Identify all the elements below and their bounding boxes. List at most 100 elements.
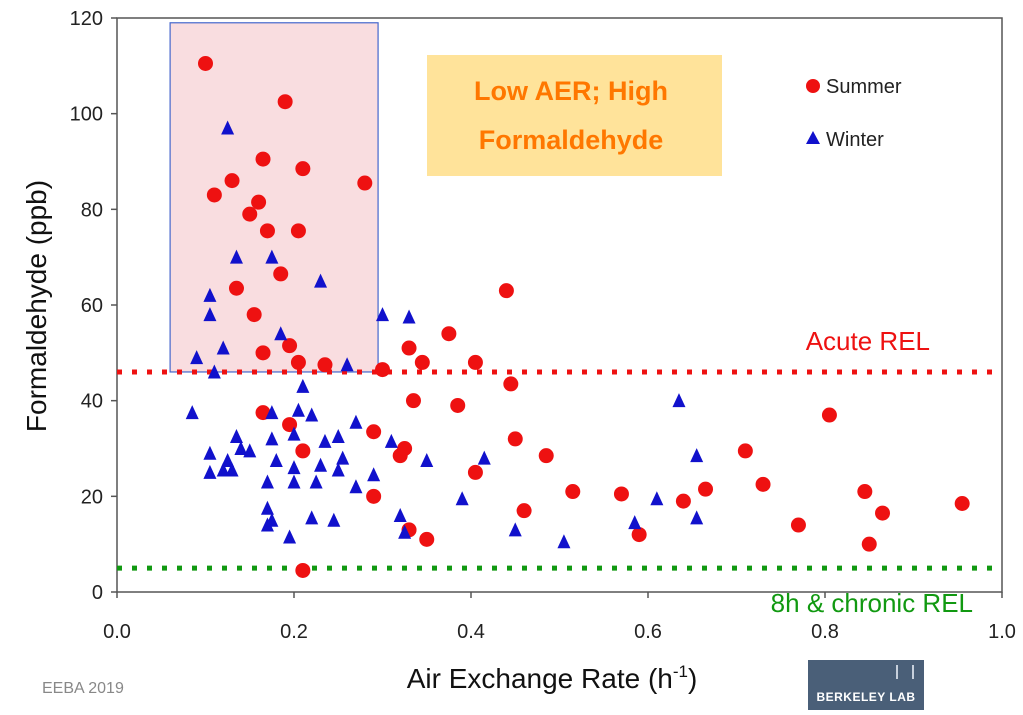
- logo-mark-icon: [896, 665, 914, 679]
- point-winter: [340, 357, 354, 372]
- point-summer: [450, 397, 466, 413]
- point-winter: [274, 326, 288, 341]
- point-summer: [228, 280, 244, 296]
- point-winter: [331, 429, 345, 444]
- x-tick-label: 0.0: [103, 621, 131, 643]
- point-summer: [290, 223, 306, 239]
- legend-winter-label: Winter: [826, 129, 884, 151]
- legend-summer-marker: [806, 79, 820, 93]
- point-summer: [366, 424, 382, 440]
- point-summer: [242, 206, 258, 222]
- point-winter: [216, 340, 230, 355]
- y-axis-title: Formaldehyde (ppb): [21, 180, 52, 432]
- point-winter: [672, 393, 686, 408]
- point-summer: [467, 464, 483, 480]
- tick-labels: 0 20 40 60 80 100 120 0.0 0.2 0.4 0.6 0.8 1.0: [70, 8, 1016, 643]
- y-tick-label: 60: [81, 295, 103, 317]
- point-winter: [203, 445, 217, 460]
- point-winter: [477, 450, 491, 465]
- point-winter: [331, 462, 345, 477]
- point-winter: [336, 450, 350, 465]
- x-tick-label: 0.6: [634, 621, 662, 643]
- point-summer: [790, 517, 806, 533]
- point-winter: [269, 452, 283, 467]
- highlight-region-layer: [169, 22, 379, 373]
- point-winter: [229, 429, 243, 444]
- acute-rel-label: Acute REL: [806, 326, 930, 356]
- point-summer: [467, 354, 483, 370]
- legend: Summer Winter: [806, 76, 902, 151]
- point-summer: [405, 393, 421, 409]
- point-winter: [265, 512, 279, 527]
- point-summer: [401, 340, 417, 356]
- point-winter: [243, 443, 257, 458]
- callout-line-2: Formaldehyde: [479, 125, 664, 155]
- x-tick-label: 1.0: [988, 621, 1016, 643]
- point-winter: [287, 426, 301, 441]
- point-winter: [420, 452, 434, 467]
- point-winter: [203, 287, 217, 302]
- point-summer: [255, 151, 271, 167]
- point-winter: [309, 474, 323, 489]
- legend-summer-label: Summer: [826, 76, 902, 98]
- point-winter: [207, 364, 221, 379]
- point-winter: [203, 307, 217, 322]
- point-winter: [283, 529, 297, 544]
- point-summer: [875, 505, 891, 521]
- x-axis-title: Air Exchange Rate (h-1): [407, 662, 698, 694]
- point-winter: [314, 457, 328, 472]
- logo-text: BERKELEY LAB: [816, 690, 916, 704]
- point-summer: [198, 55, 213, 71]
- point-summer: [273, 266, 289, 282]
- point-summer: [259, 223, 275, 239]
- point-summer: [282, 338, 298, 354]
- point-winter: [265, 249, 279, 264]
- y-tick-label: 40: [81, 391, 103, 413]
- point-summer: [375, 362, 390, 378]
- point-winter: [305, 510, 319, 525]
- point-winter: [318, 433, 332, 448]
- point-winter: [314, 273, 328, 288]
- point-summer: [441, 326, 457, 342]
- point-summer: [397, 441, 413, 456]
- point-summer: [246, 307, 262, 323]
- point-winter: [234, 441, 248, 455]
- point-summer: [251, 194, 267, 210]
- point-winter: [690, 448, 704, 463]
- point-summer: [290, 354, 306, 370]
- reference-lines: [117, 369, 1002, 571]
- point-winter: [221, 452, 235, 467]
- point-winter: [508, 522, 522, 537]
- highlight-region: [169, 22, 379, 373]
- point-winter: [229, 249, 243, 264]
- point-summer: [737, 443, 753, 459]
- y-tick-label: 100: [70, 104, 103, 126]
- point-winter: [384, 433, 398, 448]
- point-winter: [260, 474, 274, 489]
- point-summer: [954, 496, 970, 512]
- y-tick-label: 80: [81, 199, 103, 221]
- point-summer: [206, 187, 222, 203]
- point-winter: [305, 407, 319, 422]
- x-axis-title-main: Air Exchange Rate (h: [407, 663, 673, 694]
- data-points: [185, 55, 970, 578]
- x-axis-title-sup: -1: [673, 662, 688, 681]
- axes: [111, 17, 1003, 598]
- point-winter: [393, 507, 407, 522]
- point-winter: [265, 405, 279, 420]
- point-summer: [755, 476, 771, 492]
- point-winter: [190, 350, 204, 365]
- legend-winter-marker: [806, 131, 820, 144]
- point-winter: [296, 378, 310, 393]
- point-winter: [185, 405, 199, 420]
- point-summer: [861, 536, 877, 552]
- point-winter: [291, 402, 305, 417]
- point-summer: [507, 431, 523, 447]
- point-winter: [628, 515, 642, 530]
- point-winter: [557, 534, 571, 549]
- footer-event-label: EEBA 2019: [42, 680, 124, 697]
- x-tick-label: 0.8: [811, 621, 839, 643]
- point-winter: [203, 464, 217, 479]
- x-tick-label: 0.2: [280, 621, 308, 643]
- point-winter: [221, 120, 235, 135]
